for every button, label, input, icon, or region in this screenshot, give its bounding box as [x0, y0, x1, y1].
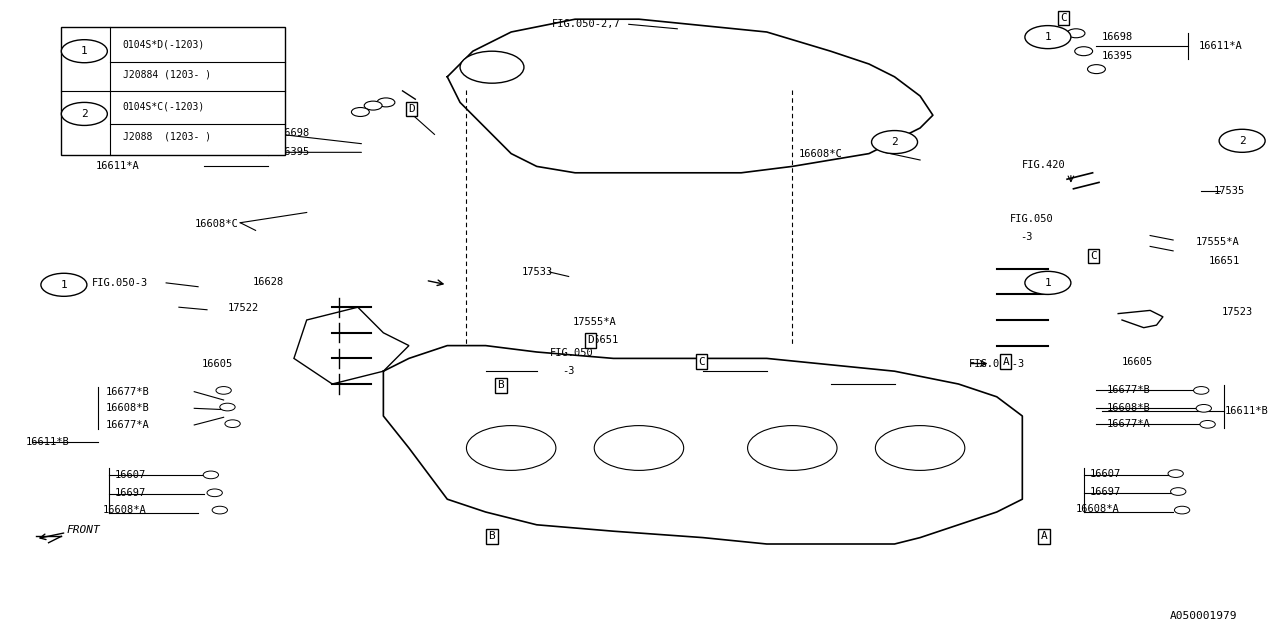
Text: 17523: 17523: [1221, 307, 1253, 317]
Text: 1: 1: [60, 280, 68, 290]
Text: 16608*B: 16608*B: [106, 403, 150, 413]
Text: 17555*A: 17555*A: [572, 317, 616, 327]
Text: J20884 (1203- ): J20884 (1203- ): [123, 70, 211, 80]
Text: 16697: 16697: [1091, 486, 1121, 497]
Text: A: A: [1002, 356, 1009, 367]
Text: 16608*A: 16608*A: [1076, 504, 1120, 514]
Circle shape: [1068, 29, 1085, 38]
Text: D: D: [408, 104, 415, 114]
Text: 16608*C: 16608*C: [195, 219, 238, 229]
Circle shape: [225, 420, 241, 428]
Text: 16605: 16605: [1123, 356, 1153, 367]
Circle shape: [1075, 47, 1093, 56]
Text: 16608*C: 16608*C: [799, 148, 842, 159]
Text: FRONT: FRONT: [67, 525, 100, 535]
Text: FIG.050: FIG.050: [1010, 214, 1053, 224]
Text: 16651: 16651: [588, 335, 620, 346]
Text: 16651: 16651: [1208, 256, 1240, 266]
Text: 16677*B: 16677*B: [106, 387, 150, 397]
Text: 16607: 16607: [115, 470, 146, 480]
Text: 17535: 17535: [1213, 186, 1245, 196]
Text: 16628: 16628: [253, 276, 284, 287]
Circle shape: [1025, 271, 1071, 294]
Circle shape: [1169, 470, 1183, 477]
Circle shape: [1088, 65, 1106, 74]
Circle shape: [212, 506, 228, 514]
Text: C: C: [1060, 13, 1066, 23]
Text: 0104S*D(-1203): 0104S*D(-1203): [123, 40, 205, 50]
Circle shape: [872, 131, 918, 154]
Circle shape: [1193, 387, 1208, 394]
Circle shape: [365, 101, 383, 110]
Text: 17555*A: 17555*A: [1196, 237, 1240, 247]
Text: 1: 1: [1044, 278, 1051, 288]
Circle shape: [61, 102, 108, 125]
Text: 17533: 17533: [521, 267, 553, 277]
Circle shape: [1171, 488, 1185, 495]
Text: 16607: 16607: [1091, 468, 1121, 479]
Text: 16605: 16605: [202, 358, 233, 369]
Text: 2: 2: [81, 109, 88, 119]
Text: 2: 2: [891, 137, 897, 147]
Circle shape: [460, 51, 524, 83]
Text: A: A: [1041, 531, 1047, 541]
Text: FIG.050-2,7: FIG.050-2,7: [552, 19, 621, 29]
Text: 16611*A: 16611*A: [96, 161, 140, 172]
Text: 16611*B: 16611*B: [1224, 406, 1268, 416]
Text: 16697: 16697: [115, 488, 146, 498]
Text: 16608*A: 16608*A: [102, 505, 146, 515]
Text: 16677*A: 16677*A: [1107, 419, 1151, 429]
Text: 16395: 16395: [279, 147, 310, 157]
Text: 17522: 17522: [228, 303, 259, 314]
Text: -3: -3: [562, 366, 575, 376]
Text: B: B: [498, 380, 504, 390]
Circle shape: [1199, 420, 1215, 428]
Circle shape: [61, 40, 108, 63]
Text: 1: 1: [81, 46, 88, 56]
Text: A050001979: A050001979: [1170, 611, 1236, 621]
Text: B: B: [489, 531, 495, 541]
Text: 0104S*C(-1203): 0104S*C(-1203): [123, 101, 205, 111]
Text: 16608*B: 16608*B: [1107, 403, 1151, 413]
Circle shape: [1219, 129, 1265, 152]
Text: 1: 1: [1044, 32, 1051, 42]
Circle shape: [378, 98, 394, 107]
Text: FIG.050-3: FIG.050-3: [92, 278, 148, 288]
Text: D: D: [588, 335, 594, 346]
Text: J2088  (1203- ): J2088 (1203- ): [123, 132, 211, 142]
Circle shape: [220, 403, 236, 411]
Text: 16611*A: 16611*A: [1198, 41, 1243, 51]
Circle shape: [207, 489, 223, 497]
Text: 16698: 16698: [1102, 32, 1133, 42]
Circle shape: [204, 471, 219, 479]
Circle shape: [352, 108, 370, 116]
Text: FIG.050-3: FIG.050-3: [969, 358, 1025, 369]
Circle shape: [216, 387, 232, 394]
Text: FIG.420: FIG.420: [1023, 160, 1066, 170]
Circle shape: [1175, 506, 1189, 514]
Text: 16677*A: 16677*A: [106, 420, 150, 430]
Text: C: C: [1091, 251, 1097, 261]
Text: 16395: 16395: [1102, 51, 1133, 61]
Text: 16611*B: 16611*B: [26, 436, 69, 447]
Text: 16698: 16698: [279, 128, 310, 138]
Circle shape: [1025, 26, 1071, 49]
Circle shape: [41, 273, 87, 296]
Text: 16677*B: 16677*B: [1107, 385, 1151, 396]
Text: FIG.050: FIG.050: [549, 348, 593, 358]
Bar: [61, 27, 285, 155]
Circle shape: [1196, 404, 1211, 412]
Text: -3: -3: [1020, 232, 1032, 242]
Text: 2: 2: [1239, 136, 1245, 146]
Text: C: C: [698, 356, 705, 367]
